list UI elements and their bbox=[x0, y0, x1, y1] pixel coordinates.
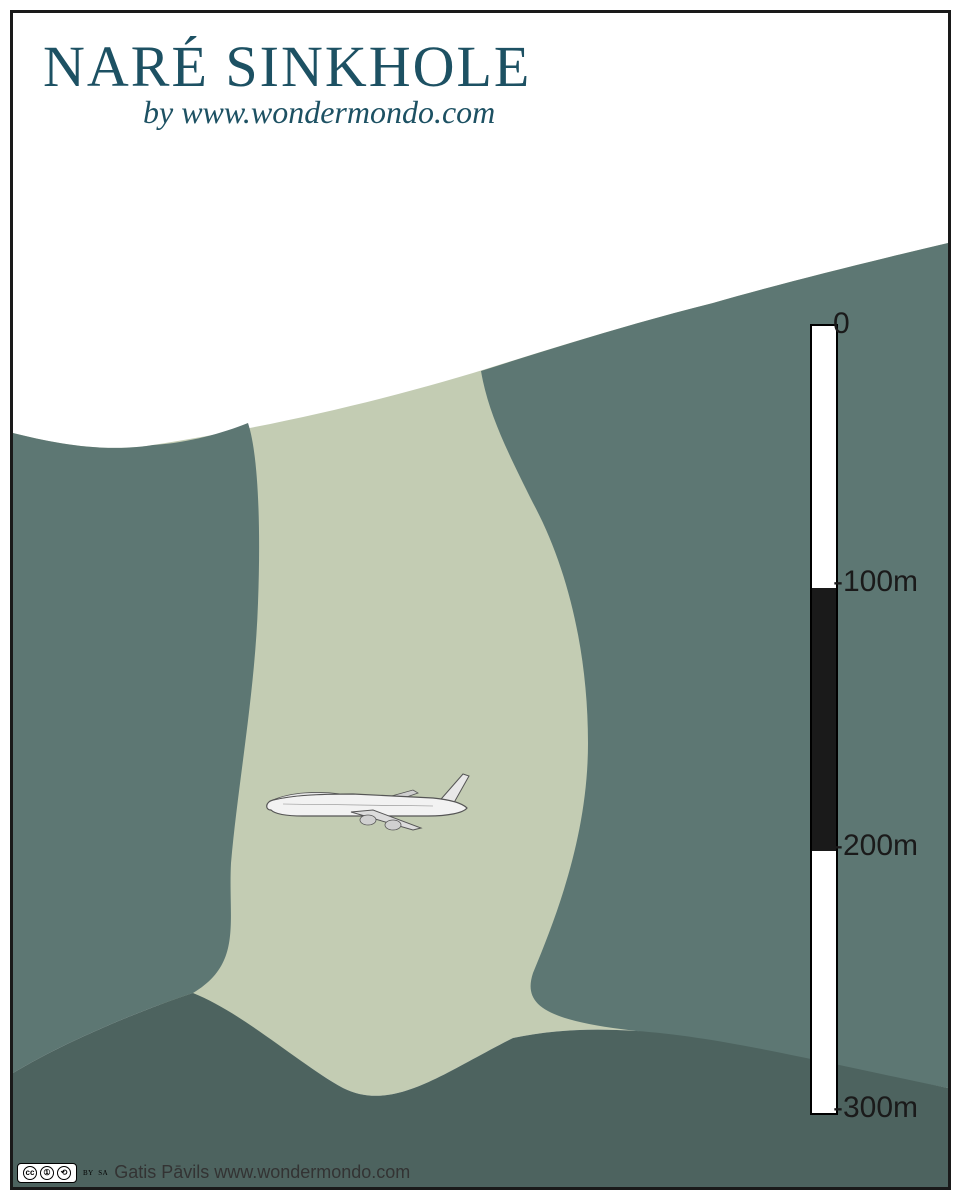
scale-segment-0-100 bbox=[812, 326, 836, 588]
attribution-text: Gatis Pāvils www.wondermondo.com bbox=[114, 1162, 410, 1183]
scale-segment-100-200 bbox=[812, 588, 836, 850]
cc-bysa-label: BY SA bbox=[83, 1169, 108, 1177]
scale-label-200: -200m bbox=[833, 829, 933, 863]
depth-scale-bar bbox=[810, 324, 838, 1115]
diagram-frame: NARÉ SINKHOLE by www.wondermondo.com 0 -… bbox=[10, 10, 951, 1190]
title-block: NARÉ SINKHOLE by www.wondermondo.com bbox=[43, 33, 531, 131]
title-main: NARÉ SINKHOLE bbox=[43, 33, 531, 100]
scale-label-300: -300m bbox=[833, 1091, 933, 1125]
scale-segment-200-300 bbox=[812, 851, 836, 1113]
title-subtitle: by www.wondermondo.com bbox=[143, 94, 531, 131]
airplane-scale-reference bbox=[263, 768, 473, 838]
scale-label-0: 0 bbox=[833, 307, 933, 341]
attribution: cc ① ⟲ BY SA Gatis Pāvils www.wondermond… bbox=[17, 1162, 410, 1183]
cc-sa-icon: ⟲ bbox=[57, 1166, 71, 1180]
geology-cross-section bbox=[13, 13, 948, 1187]
scale-label-100: -100m bbox=[833, 565, 933, 599]
cc-icon: cc bbox=[23, 1166, 37, 1180]
cc-license-badge: cc ① ⟲ bbox=[17, 1163, 77, 1183]
depth-scale-labels: 0 -100m -200m -300m bbox=[843, 313, 918, 1125]
cc-by-icon: ① bbox=[40, 1166, 54, 1180]
